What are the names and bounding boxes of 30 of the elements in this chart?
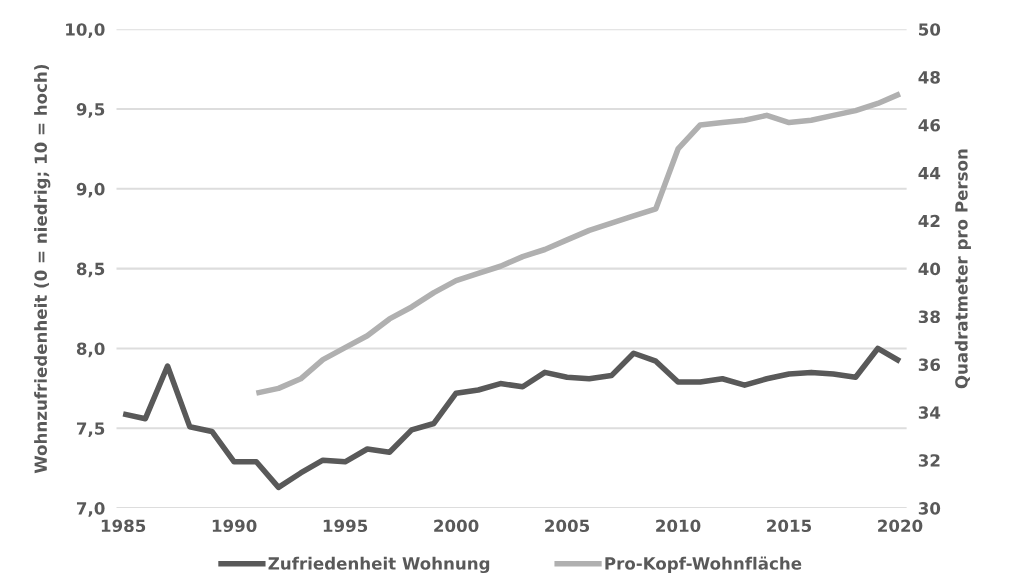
y2-tick-label: 40 — [918, 262, 941, 276]
y2-tick-label: 50 — [919, 23, 941, 36]
x-tick-label: 1985 — [101, 519, 146, 533]
y-tick-label: 8,5 — [76, 262, 105, 278]
y-tick-label: 9,0 — [76, 182, 105, 198]
x-tick-label: 2015 — [767, 519, 812, 533]
x-tick-label: 1995 — [323, 519, 368, 533]
y2-tick-label: 30 — [918, 502, 941, 515]
y2-tick-label: 36 — [918, 358, 941, 371]
y2-tick-label: 46 — [918, 118, 941, 132]
y2-tick-label: 44 — [918, 167, 941, 180]
y-tick-label: 8,0 — [76, 342, 105, 358]
legend-label: Pro-Kopf-Wohnfläche — [605, 556, 802, 573]
y-tick-label: 7,0 — [76, 502, 105, 517]
y2-tick-label: 34 — [918, 406, 941, 419]
x-tick-label: 2010 — [656, 519, 701, 533]
legend-label: Zufriedenheit Wohnung — [268, 556, 490, 574]
y-tick-label: 7,5 — [76, 422, 105, 437]
y2-tick-label: 38 — [918, 310, 940, 324]
x-tick-label: 1990 — [212, 519, 257, 533]
y2-tick-label: 32 — [918, 454, 940, 467]
x-tick-label: 2020 — [878, 519, 923, 533]
x-tick-label: 2000 — [434, 519, 479, 533]
y2-axis-title: Quadratmeter pro Person — [954, 149, 971, 389]
y-tick-label: 10,0 — [66, 23, 105, 38]
y-tick-label: 9,5 — [76, 102, 105, 118]
x-tick-label: 2005 — [545, 519, 590, 533]
y2-tick-label: 48 — [918, 71, 940, 84]
y-axis-title: Wohnzufriedenheit (0 = niedrig; 10 = hoch) — [34, 65, 51, 474]
y2-tick-label: 42 — [918, 214, 940, 228]
